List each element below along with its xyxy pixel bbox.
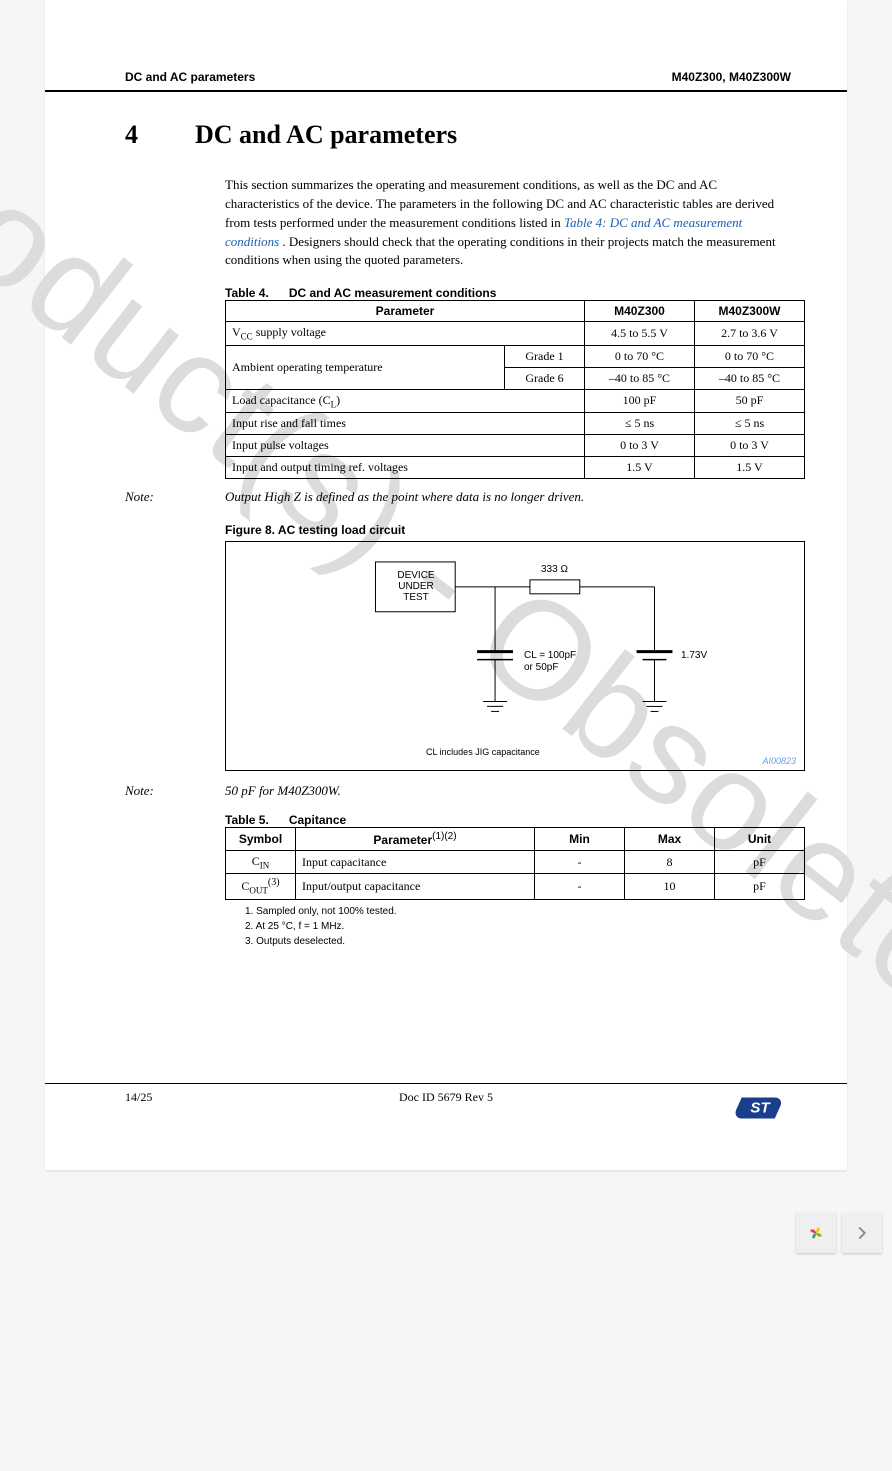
svg-text:ST: ST bbox=[750, 1100, 771, 1117]
t4-r0-c2: 2.7 to 3.6 V bbox=[695, 322, 805, 345]
section-title: DC and AC parameters bbox=[195, 120, 457, 150]
t4-r3-c1: ≤ 5 ns bbox=[585, 413, 695, 435]
figure8-svg bbox=[226, 542, 804, 771]
table4-caption-title: DC and AC measurement conditions bbox=[289, 286, 497, 300]
table-row: COUT(3) Input/output capacitance - 10 pF bbox=[226, 874, 805, 899]
fig-cap-label1: CL = 100pF bbox=[524, 650, 576, 661]
t4-r1-g1: Grade 6 bbox=[505, 367, 585, 389]
t4-r5-param: Input and output timing ref. voltages bbox=[226, 457, 585, 479]
table5-footnotes: 1. Sampled only, not 100% tested. 2. At … bbox=[245, 906, 847, 947]
table4-header-row: Parameter M40Z300 M40Z300W bbox=[226, 301, 805, 322]
fig-device-bot2: TEST bbox=[403, 592, 429, 603]
table4: Parameter M40Z300 M40Z300W VCC supply vo… bbox=[225, 300, 805, 479]
table4-caption-label: Table 4. bbox=[225, 286, 269, 300]
t5-r1-param: Input/output capacitance bbox=[296, 874, 535, 899]
t4-r5-c2: 1.5 V bbox=[695, 457, 805, 479]
table5-header-row: Symbol Parameter(1)(2) Min Max Unit bbox=[226, 828, 805, 851]
chevron-right-icon bbox=[851, 1222, 873, 1244]
table-row: Input and output timing ref. voltages 1.… bbox=[226, 457, 805, 479]
fig-device-top: DEVICE bbox=[397, 570, 434, 581]
fig-device-bot1: UNDER bbox=[398, 581, 434, 592]
t4-r1-g0-c2: 0 to 70 °C bbox=[695, 345, 805, 367]
fig-v-label: 1.73V bbox=[681, 650, 707, 661]
t5-r0-param: Input capacitance bbox=[296, 851, 535, 874]
fig-foot: CL includes JIG capacitance bbox=[426, 747, 540, 757]
running-header: DC and AC parameters M40Z300, M40Z300W bbox=[45, 70, 847, 92]
t4-r4-c2: 0 to 3 V bbox=[695, 435, 805, 457]
t5-r0-sym: CIN bbox=[226, 851, 296, 874]
page-footer: 14/25 Doc ID 5679 Rev 5 ST bbox=[45, 1083, 847, 1130]
t4-r1-g1-c1: –40 to 85 °C bbox=[585, 367, 695, 389]
section-number: 4 bbox=[125, 120, 155, 150]
fig-code: AI00823 bbox=[762, 756, 796, 766]
intro-text-b: . Designers should check that the operat… bbox=[225, 234, 776, 268]
t4-r4-param: Input pulse voltages bbox=[226, 435, 585, 457]
figure8: DEVICE UNDER TEST 333 Ω CL = 100pF or 50… bbox=[225, 541, 805, 771]
intro-paragraph: This section summarizes the operating an… bbox=[225, 176, 791, 270]
footer-doc-id: Doc ID 5679 Rev 5 bbox=[399, 1090, 493, 1105]
t4-r3-param: Input rise and fall times bbox=[226, 413, 585, 435]
table4-head-c1: M40Z300 bbox=[585, 301, 695, 322]
fig-resistor-label: 333 Ω bbox=[541, 564, 568, 575]
footnote-2: 2. At 25 °C, f = 1 MHz. bbox=[245, 921, 847, 932]
t5-h-sym: Symbol bbox=[226, 828, 296, 851]
t4-r0-c1: 4.5 to 5.5 V bbox=[585, 322, 695, 345]
page: Obsolete Product(s) - Obsolete Product(s… bbox=[45, 0, 847, 1170]
note2-text: 50 pF for M40Z300W. bbox=[225, 783, 847, 799]
t4-r1-g0: Grade 1 bbox=[505, 345, 585, 367]
fig-cap-label2: or 50pF bbox=[524, 662, 558, 673]
t5-r1-unit: pF bbox=[715, 874, 805, 899]
table-row: VCC supply voltage 4.5 to 5.5 V 2.7 to 3… bbox=[226, 322, 805, 345]
t5-r0-max: 8 bbox=[625, 851, 715, 874]
table5-caption: Table 5. Capitance bbox=[225, 813, 847, 827]
table-row: Input pulse voltages 0 to 3 V 0 to 3 V bbox=[226, 435, 805, 457]
t4-r1-param: Ambient operating temperature bbox=[226, 345, 505, 389]
t5-r1-max: 10 bbox=[625, 874, 715, 899]
footnote-3: 3. Outputs deselected. bbox=[245, 936, 847, 947]
next-page-button[interactable] bbox=[842, 1213, 882, 1253]
t4-r3-c2: ≤ 5 ns bbox=[695, 413, 805, 435]
table5: Symbol Parameter(1)(2) Min Max Unit CIN … bbox=[225, 827, 805, 900]
t4-r2-param: Load capacitance (CL) bbox=[226, 389, 585, 412]
nav-buttons bbox=[796, 1213, 882, 1253]
t4-r4-c1: 0 to 3 V bbox=[585, 435, 695, 457]
table-row: Ambient operating temperature Grade 1 0 … bbox=[226, 345, 805, 367]
header-left: DC and AC parameters bbox=[125, 70, 255, 84]
thumbnails-button[interactable] bbox=[796, 1213, 836, 1253]
t4-r1-g1-c2: –40 to 85 °C bbox=[695, 367, 805, 389]
table5-caption-title: Capitance bbox=[289, 813, 346, 827]
flower-icon bbox=[805, 1222, 827, 1244]
figure8-caption: Figure 8. AC testing load circuit bbox=[225, 523, 847, 537]
table4-head-c2: M40Z300W bbox=[695, 301, 805, 322]
t5-h-min: Min bbox=[535, 828, 625, 851]
t4-r5-c1: 1.5 V bbox=[585, 457, 695, 479]
t4-r2-c1: 100 pF bbox=[585, 389, 695, 412]
t5-r1-sym: COUT(3) bbox=[226, 874, 296, 899]
table-row: Input rise and fall times ≤ 5 ns ≤ 5 ns bbox=[226, 413, 805, 435]
table-row: Load capacitance (CL) 100 pF 50 pF bbox=[226, 389, 805, 412]
t5-h-max: Max bbox=[625, 828, 715, 851]
table-row: CIN Input capacitance - 8 pF bbox=[226, 851, 805, 874]
header-right: M40Z300, M40Z300W bbox=[672, 70, 791, 84]
t4-r2-c2: 50 pF bbox=[695, 389, 805, 412]
t5-r1-min: - bbox=[535, 874, 625, 899]
table5-caption-label: Table 5. bbox=[225, 813, 269, 827]
t5-r0-unit: pF bbox=[715, 851, 805, 874]
t5-r0-min: - bbox=[535, 851, 625, 874]
st-logo-icon: ST bbox=[733, 1090, 791, 1130]
t4-r1-g0-c1: 0 to 70 °C bbox=[585, 345, 695, 367]
note2-label: Note: bbox=[45, 783, 225, 799]
t4-r0-param: VCC supply voltage bbox=[226, 322, 585, 345]
table4-head-param: Parameter bbox=[226, 301, 585, 322]
t5-h-param: Parameter(1)(2) bbox=[296, 828, 535, 851]
t5-h-unit: Unit bbox=[715, 828, 805, 851]
table4-caption: Table 4. DC and AC measurement condition… bbox=[225, 286, 847, 300]
footer-page: 14/25 bbox=[125, 1090, 152, 1105]
footnote-1: 1. Sampled only, not 100% tested. bbox=[245, 906, 847, 917]
note1-label: Note: bbox=[45, 489, 225, 505]
note1-text: Output High Z is defined as the point wh… bbox=[225, 489, 847, 505]
